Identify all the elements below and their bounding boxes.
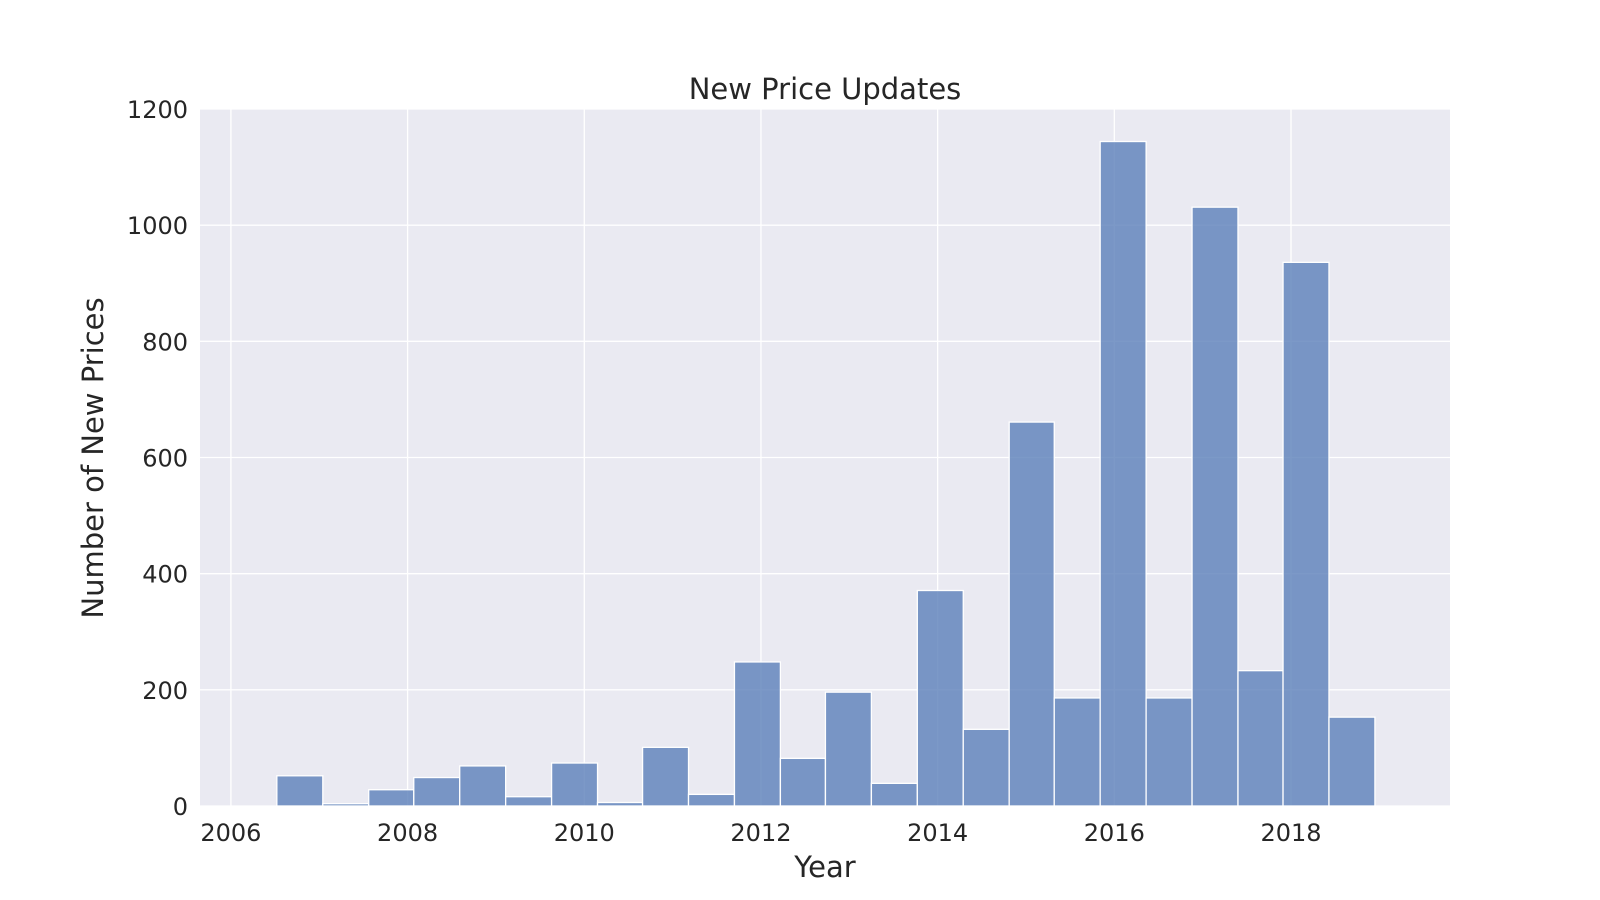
histogram-bar <box>1100 142 1146 806</box>
histogram-bar <box>323 804 369 806</box>
histogram-bar <box>414 778 460 806</box>
y-tick-label: 1200 <box>127 96 188 124</box>
x-tick-label: 2012 <box>730 819 791 847</box>
histogram-bar <box>1192 207 1238 806</box>
x-tick-label: 2018 <box>1260 819 1321 847</box>
histogram-bar <box>1329 717 1375 806</box>
histogram-bar <box>1238 671 1283 806</box>
y-tick-label: 1000 <box>127 212 188 240</box>
histogram-bar <box>552 763 598 806</box>
x-tick-label: 2008 <box>377 819 438 847</box>
histogram-bar <box>1283 262 1329 806</box>
histogram-bar <box>963 729 1009 806</box>
x-tick-label: 2014 <box>907 819 968 847</box>
y-tick-label: 0 <box>173 793 188 821</box>
y-tick-labels: 0 200 400 600 800 1000 1200 <box>127 96 188 821</box>
histogram-bar <box>369 790 414 806</box>
x-tick-label: 2010 <box>554 819 615 847</box>
y-tick-label: 800 <box>142 328 188 356</box>
histogram-bar <box>506 797 552 806</box>
y-tick-label: 400 <box>142 561 188 589</box>
histogram-bar <box>825 692 871 806</box>
y-axis-title: Number of New Prices <box>76 297 110 618</box>
histogram-bar <box>460 766 506 806</box>
histogram-bar <box>780 758 825 806</box>
y-tick-label: 600 <box>142 445 188 473</box>
histogram-bar <box>598 803 643 806</box>
histogram-bar <box>734 662 780 806</box>
chart-title: New Price Updates <box>689 72 962 106</box>
histogram-bar <box>871 783 917 806</box>
x-tick-labels: 2006 2008 2010 2012 2014 2016 2018 <box>200 819 1321 847</box>
x-axis-title: Year <box>793 850 855 884</box>
x-tick-label: 2006 <box>200 819 261 847</box>
histogram-bar <box>277 776 323 806</box>
histogram-bar <box>917 591 963 806</box>
histogram-bar <box>643 747 689 806</box>
histogram-bar <box>689 794 735 806</box>
histogram-bar <box>1146 698 1192 806</box>
histogram-bar <box>1009 422 1054 806</box>
histogram-bar <box>1054 698 1100 806</box>
y-tick-label: 200 <box>142 677 188 705</box>
x-tick-label: 2016 <box>1084 819 1145 847</box>
